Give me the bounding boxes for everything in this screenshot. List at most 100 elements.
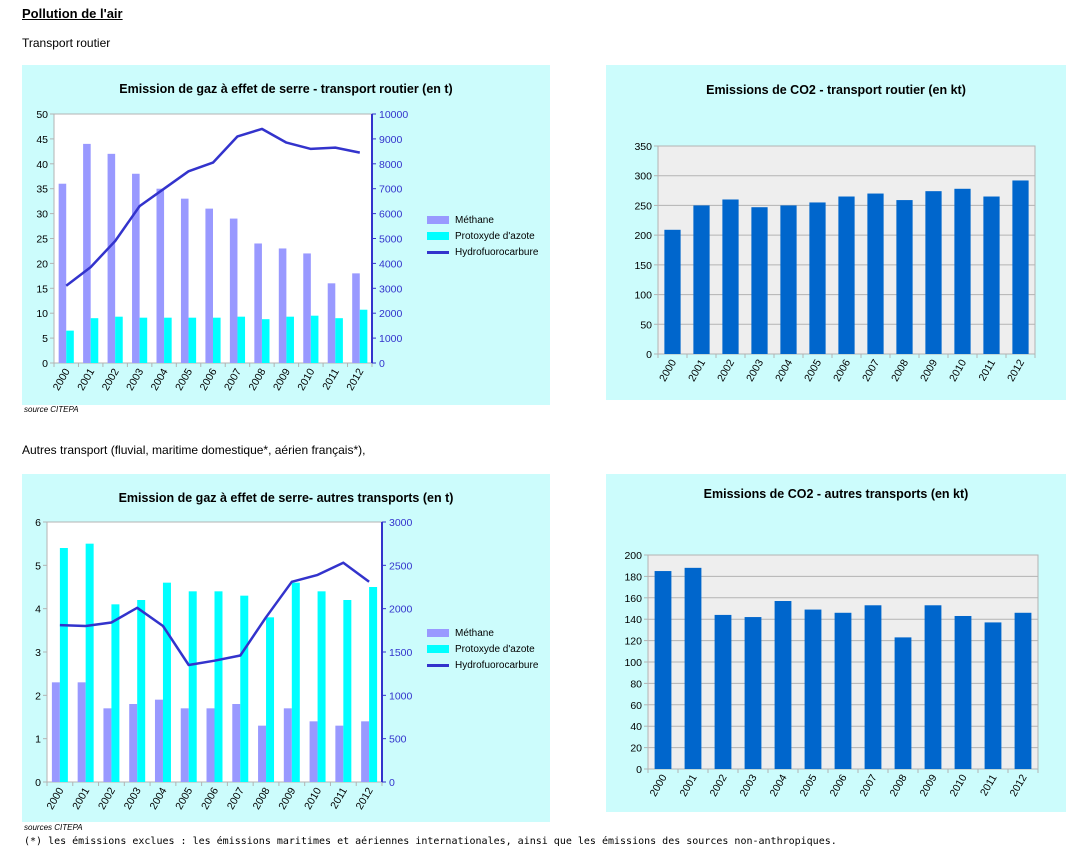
legend-label-protoxyde: Protoxyde d'azote: [455, 643, 535, 655]
bar-methane: [352, 273, 360, 363]
bar-methane: [83, 143, 91, 363]
y2-tick-label: 3000: [379, 283, 403, 295]
x-tick-label: 2002: [100, 366, 122, 392]
y-tick-label: 140: [624, 614, 642, 626]
y2-tick-label: 8000: [379, 159, 403, 171]
y-tick-label: 200: [624, 550, 642, 562]
y-tick-label: 0: [35, 777, 41, 789]
legend-label-methane: Méthane: [455, 627, 494, 639]
x-tick-label: 2006: [199, 785, 221, 811]
bar-protoxyde: [85, 543, 94, 782]
y-tick-label: 15: [36, 283, 48, 295]
x-tick-label: 2004: [149, 366, 171, 392]
bar-methane: [77, 682, 86, 782]
bar-protoxyde: [286, 316, 294, 363]
bar-protoxyde: [335, 318, 343, 363]
bar: [809, 202, 826, 354]
chart-panel-ghg-road: Emission de gaz à effet de serre - trans…: [22, 65, 550, 405]
bar-methane: [180, 198, 189, 363]
bar-protoxyde: [164, 317, 172, 363]
legend-item-methane: Méthane: [427, 212, 538, 228]
x-tick-label: 2006: [831, 357, 853, 383]
footnote: (*) les émissions exclues : les émission…: [24, 836, 837, 847]
bar: [684, 567, 702, 769]
x-tick-label: 2004: [773, 357, 795, 383]
x-tick-label: 2003: [124, 366, 146, 392]
x-tick-label: 2012: [1005, 357, 1027, 383]
x-tick-label: 2005: [173, 366, 195, 392]
line-hfc: [65, 127, 361, 287]
x-tick-label: 2000: [657, 357, 679, 383]
legend-item-protoxyde: Protoxyde d'azote: [427, 228, 538, 244]
legend-item-hfc: Hydrofuorocarbure: [427, 244, 538, 260]
y2-tick-label: 0: [379, 358, 385, 370]
x-tick-label: 2012: [344, 366, 366, 392]
bar-protoxyde: [213, 317, 221, 363]
x-tick-label: 2008: [246, 366, 268, 392]
legend-swatch-hfc: [427, 663, 449, 667]
y2-tick-label: 7000: [379, 184, 403, 196]
y-tick-label: 0: [636, 764, 642, 776]
y-tick-label: 40: [630, 721, 642, 733]
x-tick-label: 2011: [976, 357, 998, 383]
bar-protoxyde: [188, 317, 197, 363]
y-tick-label: 25: [36, 234, 48, 246]
x-tick-label: 2003: [744, 357, 766, 383]
x-tick-label: 2008: [251, 785, 273, 811]
bar-protoxyde: [90, 318, 99, 363]
bar-methane: [132, 173, 140, 363]
legend-label-hfc: Hydrofuorocarbure: [455, 246, 539, 258]
x-tick-label: 2000: [51, 366, 73, 392]
legend-item-methane: Méthane: [427, 625, 538, 641]
y-tick-label: 3: [35, 647, 41, 659]
bar: [838, 196, 855, 354]
bar: [925, 191, 942, 354]
x-tick-label: 2005: [173, 785, 195, 811]
bar-methane: [58, 183, 67, 363]
bar: [774, 601, 792, 769]
bar: [867, 193, 884, 354]
y-tick-label: 150: [634, 260, 652, 272]
x-tick-label: 2012: [354, 785, 376, 811]
y-tick-label: 0: [646, 349, 652, 361]
y2-tick-label: 2000: [379, 308, 403, 320]
bar-protoxyde: [343, 600, 352, 782]
legend-swatch-hfc: [427, 250, 449, 254]
bar-protoxyde: [369, 587, 378, 782]
bar-protoxyde: [237, 316, 246, 363]
bar-protoxyde: [162, 582, 171, 782]
bar: [954, 188, 971, 354]
legend-swatch-protoxyde: [427, 232, 449, 240]
x-tick-label: 2001: [70, 785, 92, 811]
bar: [654, 571, 672, 769]
x-tick-label: 2003: [738, 772, 760, 798]
legend-label-hfc: Hydrofuorocarbure: [455, 659, 539, 671]
x-tick-label: 2009: [271, 366, 293, 392]
y-tick-label: 40: [36, 159, 48, 171]
chart-panel-co2-road: Emissions de CO2 - transport routier (en…: [606, 65, 1066, 400]
chart-title: Emission de gaz à effet de serre- autres…: [118, 491, 454, 505]
x-tick-label: 2001: [686, 357, 708, 383]
y-tick-label: 10: [36, 308, 48, 320]
bar-methane: [278, 248, 287, 363]
x-tick-label: 2009: [918, 772, 940, 798]
bar-methane: [51, 682, 60, 782]
y-tick-label: 180: [624, 571, 642, 583]
bar: [780, 205, 797, 354]
bar: [1012, 180, 1029, 354]
bar-protoxyde: [139, 317, 148, 363]
x-tick-label: 2001: [75, 366, 97, 392]
y-tick-label: 2: [35, 690, 41, 702]
legend-item-protoxyde: Protoxyde d'azote: [427, 641, 538, 657]
bar: [896, 200, 913, 354]
bar: [751, 207, 768, 354]
bar: [864, 605, 882, 769]
legend-item-hfc: Hydrofuorocarbure: [427, 657, 538, 673]
bar-methane: [229, 218, 238, 363]
x-tick-label: 2011: [320, 366, 342, 392]
y2-tick-label: 4000: [379, 258, 403, 270]
bar-protoxyde: [111, 604, 120, 782]
bar: [983, 196, 1000, 354]
line-hfc: [59, 561, 370, 667]
x-tick-label: 2008: [888, 772, 910, 798]
